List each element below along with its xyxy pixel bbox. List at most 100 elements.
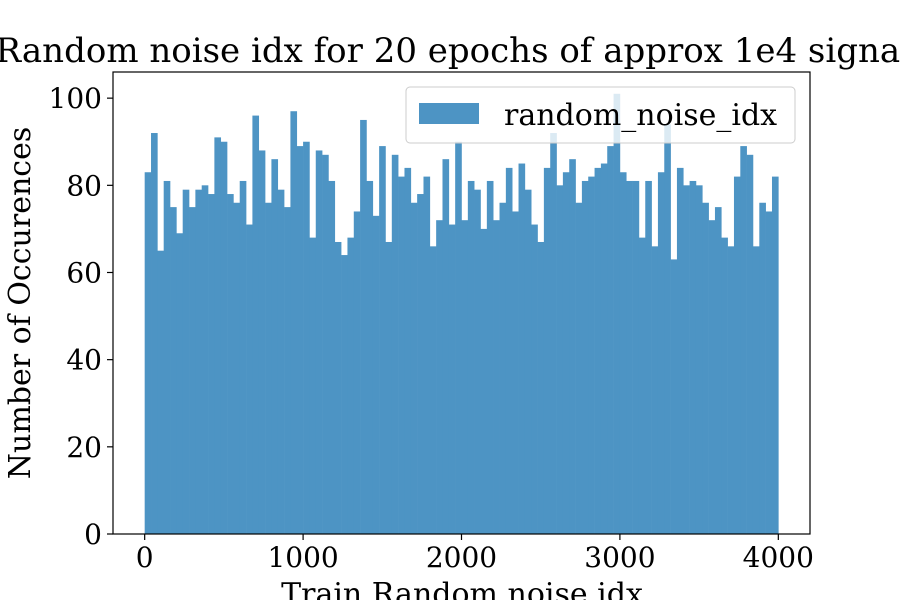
histogram-bar: [398, 176, 405, 535]
histogram-bar: [360, 119, 367, 535]
y-tick-label: 100: [49, 82, 102, 115]
histogram-bar: [290, 111, 298, 535]
histogram-bar: [486, 180, 494, 534]
histogram-bar: [575, 202, 583, 535]
bars-layer: [144, 93, 779, 535]
y-tick-label: 40: [66, 344, 102, 377]
y-tick-label: 80: [66, 169, 102, 202]
histogram-bar: [518, 163, 526, 534]
chart-legend: random_noise_idx: [405, 86, 796, 144]
histogram-bar: [246, 224, 253, 534]
histogram-bar: [771, 176, 779, 535]
histogram-bar: [619, 172, 627, 534]
histogram-bar: [480, 228, 488, 535]
histogram-bar: [683, 185, 690, 535]
histogram-bar: [651, 246, 659, 534]
histogram-bar: [315, 150, 323, 535]
histogram-bar: [670, 259, 678, 534]
histogram-bar: [372, 215, 380, 534]
histogram-bar: [638, 237, 646, 535]
x-axis-label: Train Random noise idx: [281, 577, 643, 600]
histogram-bar: [645, 180, 652, 534]
histogram-bar: [258, 150, 266, 535]
histogram-bar: [461, 220, 469, 535]
y-tick-label: 0: [84, 518, 102, 551]
histogram-bar: [626, 180, 633, 534]
histogram-bar: [410, 202, 418, 535]
histogram-bar: [379, 146, 386, 534]
histogram-bar: [600, 163, 608, 534]
y-tick-label: 60: [66, 256, 102, 289]
histogram-bar: [271, 159, 279, 535]
histogram-bar: [353, 211, 361, 535]
histogram-bar: [467, 180, 475, 534]
y-axis-label: Number of Occurences: [3, 127, 38, 479]
histogram-bar: [442, 159, 450, 535]
histogram-bar: [227, 194, 234, 535]
legend-frame: [405, 86, 796, 144]
histogram-bar: [151, 133, 158, 535]
x-axis-ticks: 0 1000 2000 3000 4000: [136, 534, 814, 574]
histogram-bar: [613, 93, 621, 534]
histogram-bar: [524, 189, 532, 534]
histogram-bar: [562, 172, 570, 534]
histogram-bar: [423, 176, 431, 535]
histogram-bar: [341, 255, 348, 534]
histogram-bar: [746, 154, 754, 534]
histogram-bar: [366, 180, 374, 534]
histogram-bar: [607, 146, 614, 534]
histogram-bar: [309, 237, 317, 535]
y-tick-label: 20: [66, 431, 102, 464]
histogram-bar: [334, 241, 342, 534]
histogram-bar: [303, 141, 310, 535]
histogram-bar: [765, 211, 773, 535]
histogram-bar: [759, 202, 766, 535]
histogram-bar: [157, 250, 164, 534]
histogram-bar: [163, 180, 171, 534]
x-tick-label: 4000: [743, 541, 814, 574]
histogram-bar: [455, 141, 462, 535]
histogram-bar: [189, 207, 196, 534]
histogram-bar: [284, 207, 291, 534]
histogram-bar: [170, 207, 177, 534]
histogram-bar: [404, 167, 412, 535]
histogram-bar: [385, 241, 393, 534]
histogram-bar: [543, 167, 551, 535]
histogram-bar: [417, 194, 424, 535]
histogram-bar: [265, 202, 272, 535]
histogram-bar: [436, 220, 443, 535]
histogram-bar: [252, 115, 260, 535]
histogram-bar: [322, 154, 329, 534]
histogram-bar: [239, 180, 247, 534]
histogram-bar: [657, 172, 665, 534]
histogram-bar: [429, 246, 437, 534]
x-tick-label: 2000: [426, 541, 497, 574]
y-axis-ticks: 0 20 40 60 80 100: [49, 82, 113, 551]
histogram-bar: [714, 207, 722, 534]
histogram-bar: [512, 211, 519, 535]
histogram-bar: [740, 146, 747, 534]
x-tick-label: 0: [136, 541, 154, 574]
histogram-bar: [277, 189, 285, 534]
histogram-bar: [531, 224, 538, 534]
histogram-bar: [556, 185, 564, 535]
histogram-bar: [664, 124, 671, 535]
histogram-bar: [505, 167, 513, 535]
histogram-bar: [733, 176, 741, 535]
histogram-bar: [676, 167, 684, 535]
histogram-bar: [448, 224, 456, 534]
histogram-bar: [208, 194, 215, 535]
histogram-bar: [220, 141, 228, 535]
histogram-bar: [708, 220, 716, 535]
histogram-bar: [391, 154, 399, 534]
histogram-bar: [474, 189, 481, 534]
histogram-bar: [702, 202, 709, 535]
histogram-bar: [499, 202, 507, 535]
x-tick-label: 3000: [584, 541, 655, 574]
legend-label: random_noise_idx: [504, 98, 777, 133]
histogram-bar: [144, 172, 152, 534]
x-tick-label: 1000: [267, 541, 338, 574]
histogram-bar: [176, 233, 183, 534]
